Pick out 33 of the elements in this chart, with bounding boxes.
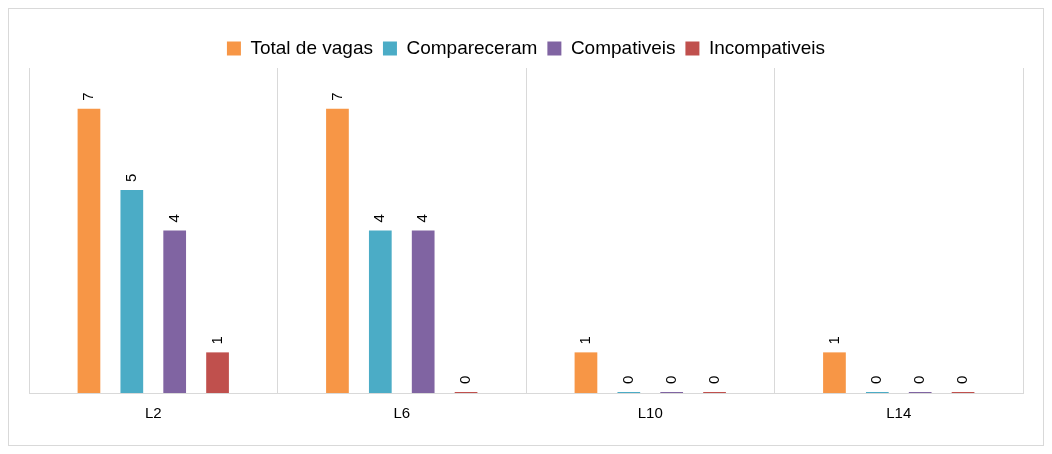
legend-label: Total de vagas [250,36,373,58]
legend-label: Incompativeis [708,36,826,58]
bar [368,230,392,393]
data-label: 1 [207,336,225,345]
x-tick-label: L14 [886,404,912,422]
data-label: 5 [121,173,139,182]
data-label: 4 [164,214,182,223]
x-tick-label: L6 [393,404,411,422]
data-label: 0 [953,375,971,384]
data-label: 0 [867,375,885,384]
x-tick-label: L10 [637,404,663,422]
bar [120,189,144,393]
data-label: 0 [456,375,474,384]
data-label: 0 [704,375,722,384]
data-label: 1 [576,336,594,345]
bar [411,230,435,393]
data-label: 4 [413,214,431,223]
x-tick-label: L2 [144,404,162,422]
data-label: 0 [661,375,679,384]
bar [77,108,101,393]
legend-label: Compareceram [406,36,538,58]
bar [206,352,229,393]
data-label: 0 [910,375,928,384]
data-label: 7 [79,92,97,101]
bar [574,352,598,393]
data-label: 7 [327,92,345,101]
data-label: 4 [370,214,388,223]
bar [163,230,187,393]
bar [326,108,349,393]
data-label: 0 [618,375,636,384]
legend-label: Compativeis [570,36,676,58]
bar [823,352,846,393]
data-label: 1 [824,336,842,345]
